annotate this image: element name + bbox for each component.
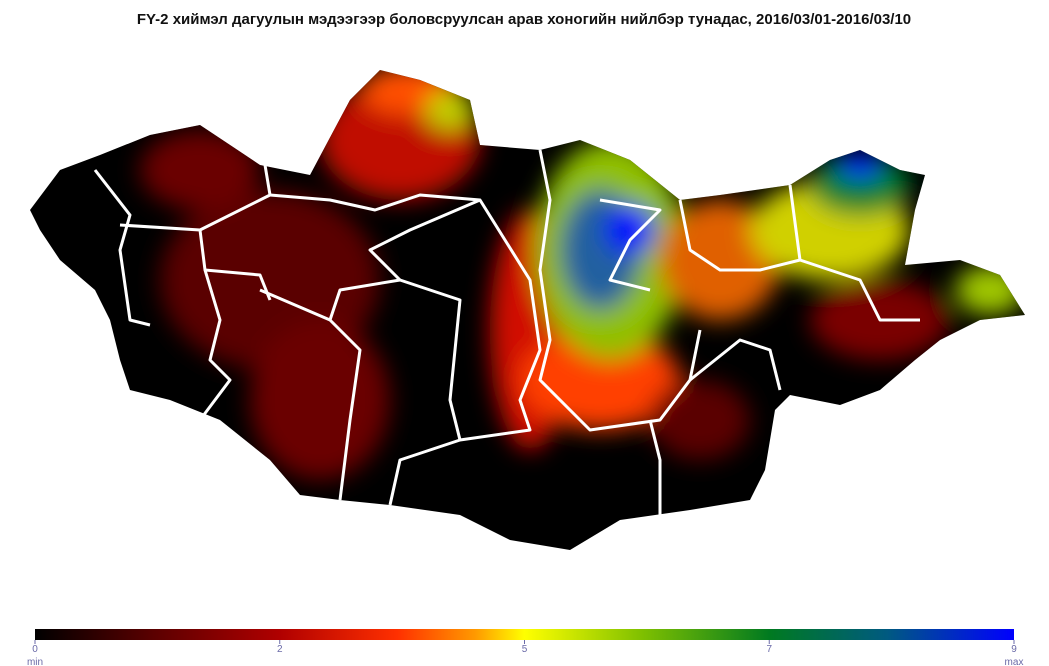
colorbar-tick-label: 5 (522, 644, 528, 655)
province-borders (93, 149, 920, 515)
colorbar-tick-label: 7 (766, 644, 772, 655)
colorbar-min-label: min (27, 657, 43, 666)
map-title: FY-2 хиймэл дагуулын мэдээгээр боловсруу… (137, 11, 911, 28)
colorbar-tick-label: 2 (277, 644, 283, 655)
colorbar-tick-label: 0 (32, 644, 38, 655)
colorbar-tick-label: 9 (1011, 644, 1017, 655)
colorbar (35, 629, 1014, 640)
precipitation-map (30, 70, 1025, 550)
colorbar-ticks: 0 2 5 7 9 (32, 640, 1017, 655)
colorbar-max-label: max (1005, 657, 1024, 666)
